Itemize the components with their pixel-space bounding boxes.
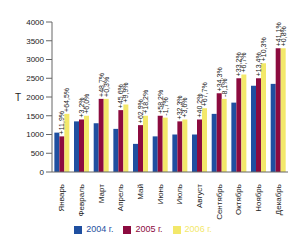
svg-text:Сентябрь: Сентябрь [215, 184, 224, 220]
svg-text:Февраль: Февраль [77, 184, 86, 217]
svg-text:Январь: Январь [57, 184, 66, 211]
svg-text:+58,2%: +58,2% [156, 89, 164, 114]
html-text:2005 г.: 2005 г. [135, 224, 163, 234]
svg-text:+33,2%: +33,2% [235, 52, 243, 77]
svg-text:Май: Май [136, 184, 145, 200]
svg-text:2000: 2000 [26, 93, 44, 102]
svg-text:500: 500 [31, 149, 45, 158]
svg-text:+6,7%: +6,7% [240, 52, 247, 72]
svg-text:+45,6%: +45,6% [117, 84, 125, 109]
svg-text:+3,6%: +3,6% [181, 97, 188, 117]
svg-text:1000: 1000 [26, 130, 44, 139]
svg-text:+41,1%: +41,1% [274, 22, 282, 47]
svg-text:2500: 2500 [26, 74, 44, 83]
svg-text:+0,8%: +0,8% [280, 26, 287, 46]
svg-text:+6,0%: +6,0% [83, 94, 90, 114]
svg-text:Июль: Июль [175, 184, 184, 204]
svg-text:Апрель: Апрель [116, 184, 125, 211]
svg-text:Т: Т [15, 92, 21, 103]
svg-text:+13,4%: +13,4% [255, 52, 262, 77]
svg-text:0: 0 [40, 168, 45, 177]
svg-text:4000: 4000 [26, 18, 44, 27]
html-text:2004 г.: 2004 г. [86, 224, 114, 234]
svg-text:+62,9%: +62,9% [137, 99, 144, 124]
svg-text:Июнь: Июнь [156, 184, 165, 204]
svg-text:-1,7%: -1,7% [162, 97, 169, 115]
svg-text:3000: 3000 [26, 55, 44, 64]
svg-text:Ноябрь: Ноябрь [254, 184, 263, 212]
svg-text:+67,7%: +67,7% [201, 82, 208, 106]
svg-text:1500: 1500 [26, 112, 44, 121]
svg-text:Август: Август [195, 184, 204, 208]
svg-text:+11,9%: +11,9% [58, 111, 65, 134]
svg-text:Октябрь: Октябрь [234, 184, 243, 215]
svg-text:+0,3%: +0,3% [103, 77, 110, 97]
svg-text:+34,3%: +34,3% [215, 67, 223, 92]
svg-text:+3,2%: +3,2% [78, 97, 85, 118]
svg-text:+64,5%: +64,5% [63, 88, 70, 112]
svg-text:+40,2%: +40,2% [196, 93, 203, 118]
svg-text:+32,3%: +32,3% [176, 95, 184, 120]
svg-text:-8,1%: -8,1% [221, 79, 228, 97]
svg-text:3500: 3500 [26, 37, 44, 46]
svg-text:+48,7%: +48,7% [97, 72, 105, 97]
svg-text:Декабрь: Декабрь [274, 184, 283, 215]
html-text:2006 г.: 2006 г. [184, 224, 212, 234]
svg-text:+18,2%: +18,2% [142, 90, 149, 114]
svg-text:+9,9%: +9,9% [122, 82, 129, 102]
svg-text:+10,3%: +10,3% [260, 37, 267, 61]
svg-text:Март: Март [97, 184, 106, 203]
